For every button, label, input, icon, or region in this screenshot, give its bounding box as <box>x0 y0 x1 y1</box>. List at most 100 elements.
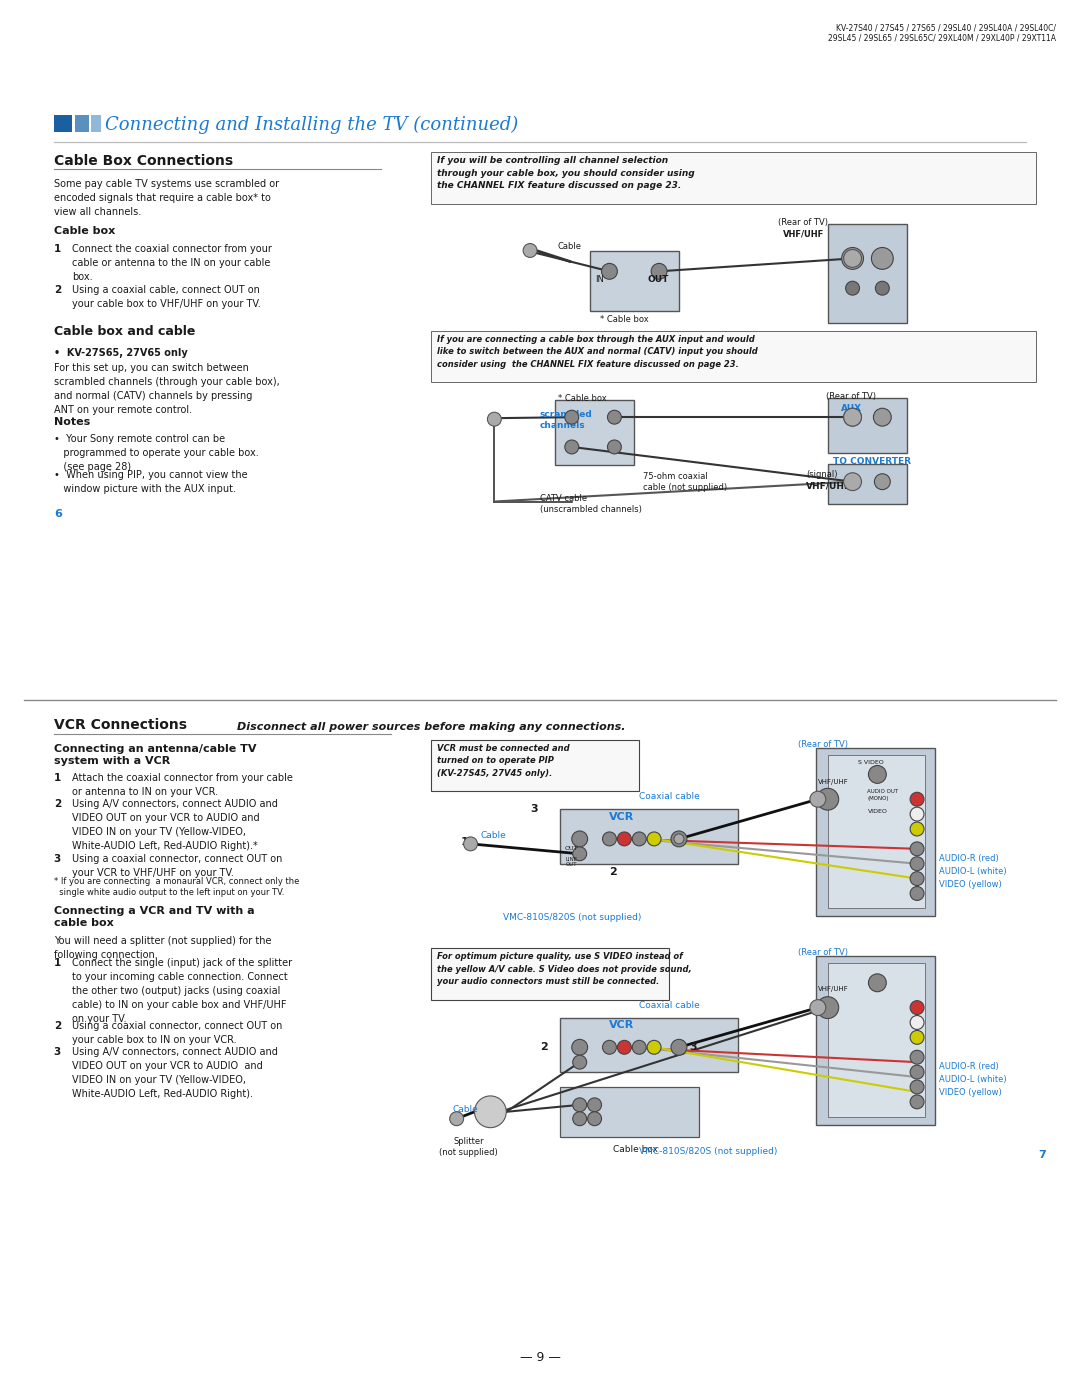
Circle shape <box>816 996 839 1018</box>
Circle shape <box>463 837 477 851</box>
Bar <box>827 398 907 453</box>
Text: TO CONVERTER: TO CONVERTER <box>833 457 910 465</box>
Circle shape <box>647 833 661 845</box>
Circle shape <box>810 791 826 807</box>
Circle shape <box>572 847 586 861</box>
Text: — 9 —: — 9 — <box>519 1351 561 1363</box>
Circle shape <box>647 1041 661 1055</box>
Text: (Rear of TV): (Rear of TV) <box>826 393 876 401</box>
Text: OUT: OUT <box>566 862 578 866</box>
Circle shape <box>603 833 617 845</box>
Circle shape <box>572 1112 586 1126</box>
Circle shape <box>910 842 924 856</box>
Circle shape <box>571 831 588 847</box>
Text: IN: IN <box>595 275 605 285</box>
Circle shape <box>910 1080 924 1094</box>
Text: VCR Connections: VCR Connections <box>54 718 187 732</box>
Circle shape <box>910 1016 924 1030</box>
Text: Coaxial cable: Coaxial cable <box>639 1000 700 1010</box>
Bar <box>431 739 639 791</box>
Text: VHF/UHF: VHF/UHF <box>783 229 824 239</box>
Text: LINE: LINE <box>566 856 578 862</box>
Circle shape <box>910 1000 924 1014</box>
Text: AUDIO-R (red): AUDIO-R (red) <box>939 854 999 863</box>
Text: Connect the coaxial connector from your
cable or antenna to the IN on your cable: Connect the coaxial connector from your … <box>71 243 271 282</box>
Bar <box>815 956 935 1125</box>
Text: VHF/UHF: VHF/UHF <box>818 986 849 992</box>
Text: VCR: VCR <box>609 812 634 821</box>
Circle shape <box>910 1065 924 1078</box>
Circle shape <box>843 472 862 490</box>
Text: Connecting an antenna/cable TV: Connecting an antenna/cable TV <box>54 743 256 753</box>
Text: Cable box: Cable box <box>54 226 116 236</box>
Bar <box>827 224 907 323</box>
Bar <box>431 331 1036 383</box>
Text: scrambled
channels: scrambled channels <box>540 411 593 430</box>
Circle shape <box>843 408 862 426</box>
Circle shape <box>474 1095 507 1127</box>
Bar <box>75 115 89 133</box>
Circle shape <box>632 833 646 845</box>
Text: Disconnect all power sources before making any connections.: Disconnect all power sources before maki… <box>237 722 625 732</box>
Circle shape <box>910 1031 924 1045</box>
Text: KV-27S40 / 27S45 / 27S65 / 29SL40 / 29SL40A / 29SL40C/: KV-27S40 / 27S45 / 27S65 / 29SL40 / 29SL… <box>836 24 1056 32</box>
Text: 1: 1 <box>460 837 469 847</box>
Text: (signal): (signal) <box>806 469 837 479</box>
Bar <box>431 949 669 1000</box>
Text: * If you are connecting  a monaural VCR, connect only the
  single white audio o: * If you are connecting a monaural VCR, … <box>54 876 299 897</box>
Text: (Rear of TV): (Rear of TV) <box>779 218 828 226</box>
Text: Using A/V connectors, connect AUDIO and
VIDEO OUT on your VCR to AUDIO and
VIDEO: Using A/V connectors, connect AUDIO and … <box>71 799 278 851</box>
Circle shape <box>868 766 887 784</box>
Text: Attach the coaxial connector from your cable
or antenna to IN on your VCR.: Attach the coaxial connector from your c… <box>71 774 293 798</box>
Circle shape <box>910 792 924 806</box>
Bar <box>815 747 935 916</box>
Text: 1: 1 <box>54 774 62 784</box>
Text: AUDIO-L (white): AUDIO-L (white) <box>939 1076 1007 1084</box>
Text: 3: 3 <box>689 1042 697 1052</box>
Text: VHF/UHF: VHF/UHF <box>806 482 851 490</box>
Text: 2: 2 <box>54 285 62 295</box>
Text: 1: 1 <box>54 958 62 968</box>
Circle shape <box>845 474 861 489</box>
Text: VMC-810S/820S (not supplied): VMC-810S/820S (not supplied) <box>502 914 640 922</box>
Text: VIDEO (yellow): VIDEO (yellow) <box>939 1088 1001 1097</box>
Text: Using A/V connectors, connect AUDIO and
VIDEO OUT on your VCR to AUDIO  and
VIDE: Using A/V connectors, connect AUDIO and … <box>71 1048 278 1099</box>
Bar <box>827 754 924 908</box>
Text: 29SL45 / 29SL65 / 29SL65C/ 29XL40M / 29XL40P / 29XT11A: 29SL45 / 29SL65 / 29SL65C/ 29XL40M / 29X… <box>828 34 1056 42</box>
Circle shape <box>816 788 839 810</box>
Text: For this set up, you can switch between
scrambled channels (through your cable b: For this set up, you can switch between … <box>54 363 280 415</box>
Circle shape <box>588 1098 602 1112</box>
Text: Cable box: Cable box <box>612 1144 658 1154</box>
Text: Cable Box Connections: Cable Box Connections <box>54 154 233 168</box>
Text: 6: 6 <box>54 510 62 520</box>
Circle shape <box>572 1098 586 1112</box>
Circle shape <box>876 281 889 295</box>
Text: Using a coaxial connector, connect OUT on
your VCR to VHF/UHF on your TV.: Using a coaxial connector, connect OUT o… <box>71 854 282 877</box>
Circle shape <box>632 1041 646 1055</box>
Circle shape <box>651 264 667 279</box>
Bar <box>827 464 907 503</box>
Text: VIDEO (yellow): VIDEO (yellow) <box>939 880 1001 888</box>
Text: 2: 2 <box>54 799 62 809</box>
Text: VCR must be connected and
turned on to operate PIP
(KV-27S45, 27V45 only).: VCR must be connected and turned on to o… <box>436 743 569 778</box>
Text: 7: 7 <box>1038 1151 1047 1161</box>
Circle shape <box>618 833 632 845</box>
Circle shape <box>618 1041 632 1055</box>
Text: VIDEO: VIDEO <box>867 809 888 814</box>
Bar <box>559 1017 739 1071</box>
Text: VHF/UHF: VHF/UHF <box>818 780 849 785</box>
Circle shape <box>523 243 537 257</box>
Text: 3: 3 <box>54 854 62 863</box>
Text: OUT: OUT <box>565 845 579 851</box>
Bar <box>54 115 71 133</box>
Text: AUDIO-R (red): AUDIO-R (red) <box>939 1062 999 1071</box>
Circle shape <box>571 1039 588 1055</box>
Text: AUX: AUX <box>840 404 862 414</box>
Circle shape <box>872 247 893 270</box>
Bar <box>559 809 739 863</box>
Text: Notes: Notes <box>54 418 90 427</box>
Circle shape <box>565 411 579 425</box>
Circle shape <box>846 281 860 295</box>
Circle shape <box>874 408 891 426</box>
Circle shape <box>671 1039 687 1055</box>
